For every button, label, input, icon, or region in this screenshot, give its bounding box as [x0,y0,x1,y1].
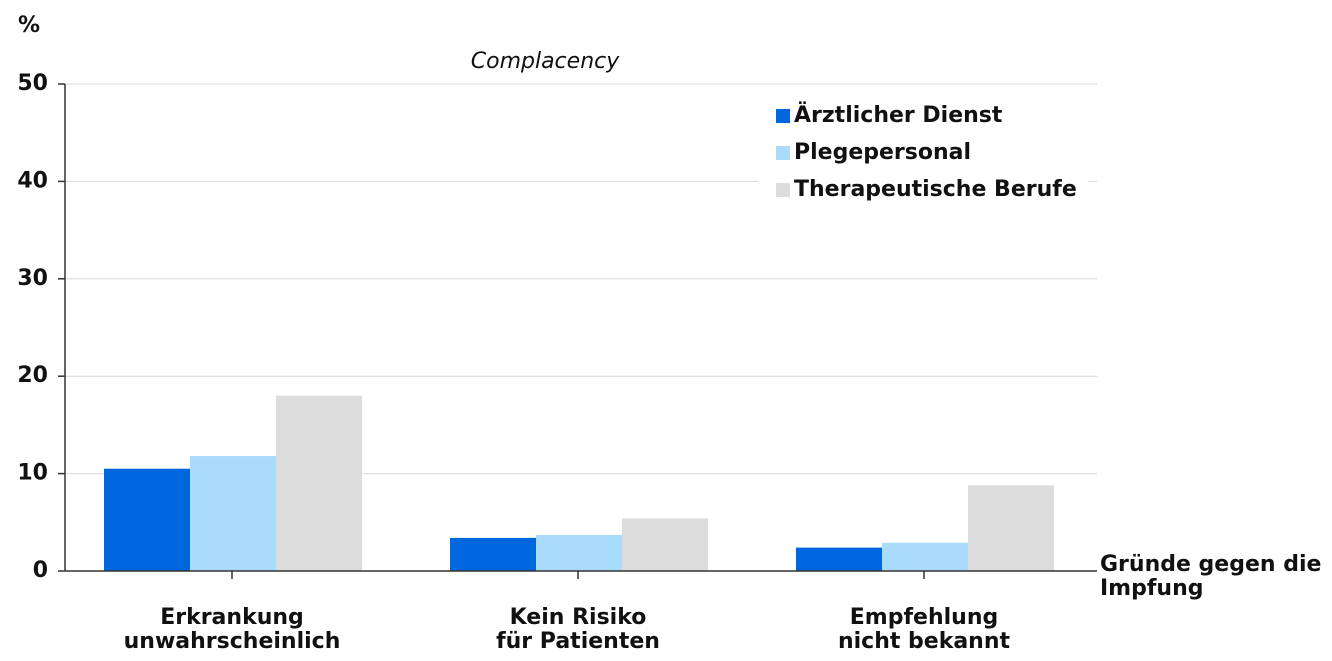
legend-swatch [776,109,790,123]
x-tick-label: Kein Risiko für Patienten [496,605,660,654]
legend-swatch [776,146,790,160]
bar [882,542,968,571]
bar [796,547,882,571]
legend-label: Ärztlicher Dienst [794,102,1003,128]
bar [104,468,190,571]
bar [536,534,622,571]
x-tick-label: Erkrankung unwahrscheinlich [124,605,341,654]
legend-label: Plegepersonal [794,140,971,165]
bar [968,485,1054,571]
y-tick-label: 20 [17,363,48,388]
x-axis-label: Gründe gegen die Impfung [1100,552,1321,601]
y-tick-label: 10 [17,461,48,486]
bar [190,456,276,571]
legend-box [758,96,1088,214]
y-tick-label: 30 [17,266,48,291]
y-axis-label: % [18,13,40,38]
bar [276,395,362,571]
chart-title: Complacency [471,49,620,74]
legend-label: Therapeutische Berufe [794,177,1077,202]
x-tick-label: Empfehlung nicht bekannt [838,605,1011,654]
y-tick-label: 0 [33,558,48,583]
bar [450,537,536,571]
legend-swatch [776,183,790,197]
bar [622,518,708,571]
y-tick-label: 50 [17,71,48,96]
y-tick-label: 40 [17,168,48,193]
